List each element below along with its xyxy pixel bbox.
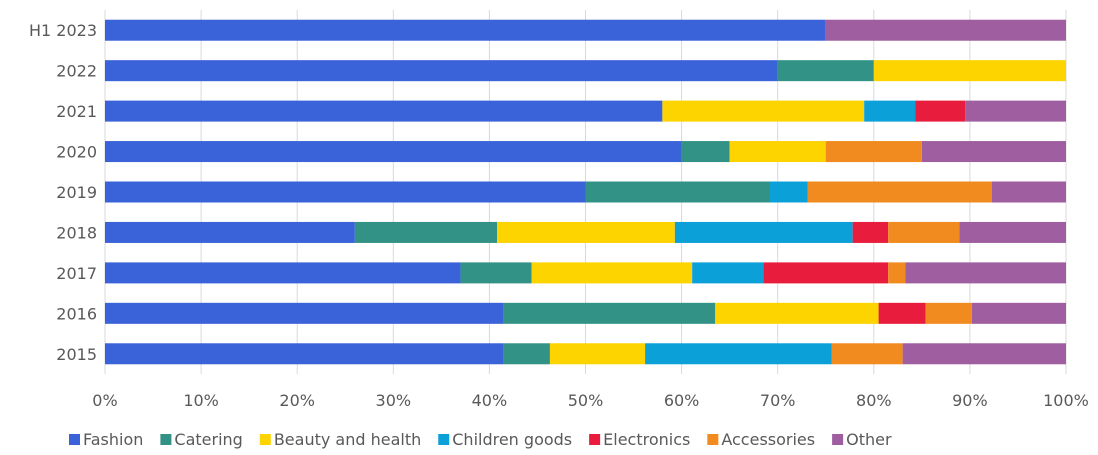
category-label: H1 2023 xyxy=(29,21,97,40)
category-label: 2020 xyxy=(56,143,97,162)
category-label: 2017 xyxy=(56,264,97,283)
bar-other-2021 xyxy=(965,100,1066,122)
bar-accessories-2020 xyxy=(825,141,922,163)
legend-swatch-other xyxy=(832,434,844,445)
bar-other-2018 xyxy=(959,221,1066,243)
legend-swatch-electronics xyxy=(589,434,601,445)
bar-beauty-and-health-2015 xyxy=(549,343,646,365)
bar-children-goods-2018 xyxy=(674,221,853,243)
legend-label-beauty-and-health: Beauty and health xyxy=(274,430,421,449)
bar-accessories-2017 xyxy=(888,262,906,284)
category-label: 2015 xyxy=(56,345,97,364)
category-label: 2019 xyxy=(56,183,97,202)
bar-catering-2022 xyxy=(777,60,874,82)
bar-beauty-and-health-2016 xyxy=(715,302,879,324)
bar-catering-2018 xyxy=(354,221,498,243)
legend-swatch-accessories xyxy=(707,434,719,445)
bar-accessories-2016 xyxy=(925,302,972,324)
bar-catering-2016 xyxy=(503,302,716,324)
x-tick-label: 50% xyxy=(568,391,604,410)
bars-layer xyxy=(105,19,1066,365)
legend-label-accessories: Accessories xyxy=(721,430,815,449)
bar-fashion-2021 xyxy=(105,100,663,122)
bar-fashion-2017 xyxy=(105,262,461,284)
legend-swatch-fashion xyxy=(69,434,80,445)
legend-label-electronics: Electronics xyxy=(603,430,690,449)
bar-children-goods-2021 xyxy=(864,100,916,122)
bar-catering-2015 xyxy=(503,343,550,365)
category-label: 2016 xyxy=(56,304,97,323)
bar-electronics-2018 xyxy=(852,221,889,243)
category-label: 2022 xyxy=(56,62,97,81)
legend: Fashion Catering Beauty and health Children… xyxy=(69,430,892,449)
bar-other-2019 xyxy=(992,181,1066,203)
bar-fashion-2022 xyxy=(105,60,778,82)
bar-other-2017 xyxy=(905,262,1066,284)
bar-other-2015 xyxy=(902,343,1066,365)
bar-fashion-2019 xyxy=(105,181,586,203)
bar-accessories-2019 xyxy=(807,181,993,203)
bar-fashion-2015 xyxy=(105,343,504,365)
bar-other-2016 xyxy=(971,302,1066,324)
bar-beauty-and-health-2022 xyxy=(873,60,1066,82)
x-tick-label: 20% xyxy=(279,391,315,410)
bar-catering-2019 xyxy=(585,181,771,203)
legend-label-fashion: Fashion xyxy=(83,430,143,449)
x-tick-label: 30% xyxy=(376,391,412,410)
legend-label-children-goods: Children goods xyxy=(452,430,572,449)
bar-other-h1-2023 xyxy=(825,19,1066,41)
legend-swatch-beauty-and-health xyxy=(259,434,271,445)
bar-fashion-2018 xyxy=(105,221,355,243)
x-tick-label: 10% xyxy=(183,391,219,410)
bar-fashion-2016 xyxy=(105,302,504,324)
bar-beauty-and-health-2018 xyxy=(497,221,675,243)
bar-beauty-and-health-2017 xyxy=(531,262,693,284)
x-tick-label: 80% xyxy=(856,391,892,410)
legend-label-other: Other xyxy=(846,430,892,449)
legend-label-catering: Catering xyxy=(174,430,242,449)
legend-swatch-catering xyxy=(160,434,172,445)
x-tick-label: 40% xyxy=(472,391,508,410)
bar-other-2020 xyxy=(921,141,1066,163)
legend-swatch-children-goods xyxy=(438,434,450,445)
bar-children-goods-2015 xyxy=(645,343,832,365)
bar-children-goods-2019 xyxy=(770,181,808,203)
bar-electronics-2021 xyxy=(915,100,966,122)
bar-catering-2017 xyxy=(460,262,532,284)
x-tick-label: 90% xyxy=(952,391,988,410)
x-tick-label: 0% xyxy=(92,391,117,410)
x-tick-label: 60% xyxy=(664,391,700,410)
x-tick-labels: 0% 10% 20% 30% 40% 50% 60% 70% 80% 90% 100% xyxy=(92,391,1089,410)
bar-accessories-2018 xyxy=(888,221,960,243)
x-tick-label: 70% xyxy=(760,391,796,410)
category-label: 2021 xyxy=(56,102,97,121)
category-labels: H1 2023 2022 2021 2020 2019 2018 2017 2016 2015 xyxy=(29,21,97,364)
bar-fashion-2020 xyxy=(105,141,682,163)
bar-beauty-and-health-2021 xyxy=(662,100,865,122)
bar-catering-2020 xyxy=(681,141,730,163)
bar-children-goods-2017 xyxy=(692,262,764,284)
x-tick-label: 100% xyxy=(1043,391,1089,410)
category-label: 2018 xyxy=(56,223,97,242)
bar-electronics-2016 xyxy=(878,302,926,324)
bar-beauty-and-health-2020 xyxy=(729,141,826,163)
bar-fashion-h1-2023 xyxy=(105,19,826,41)
bar-electronics-2017 xyxy=(763,262,889,284)
bar-accessories-2015 xyxy=(831,343,903,365)
